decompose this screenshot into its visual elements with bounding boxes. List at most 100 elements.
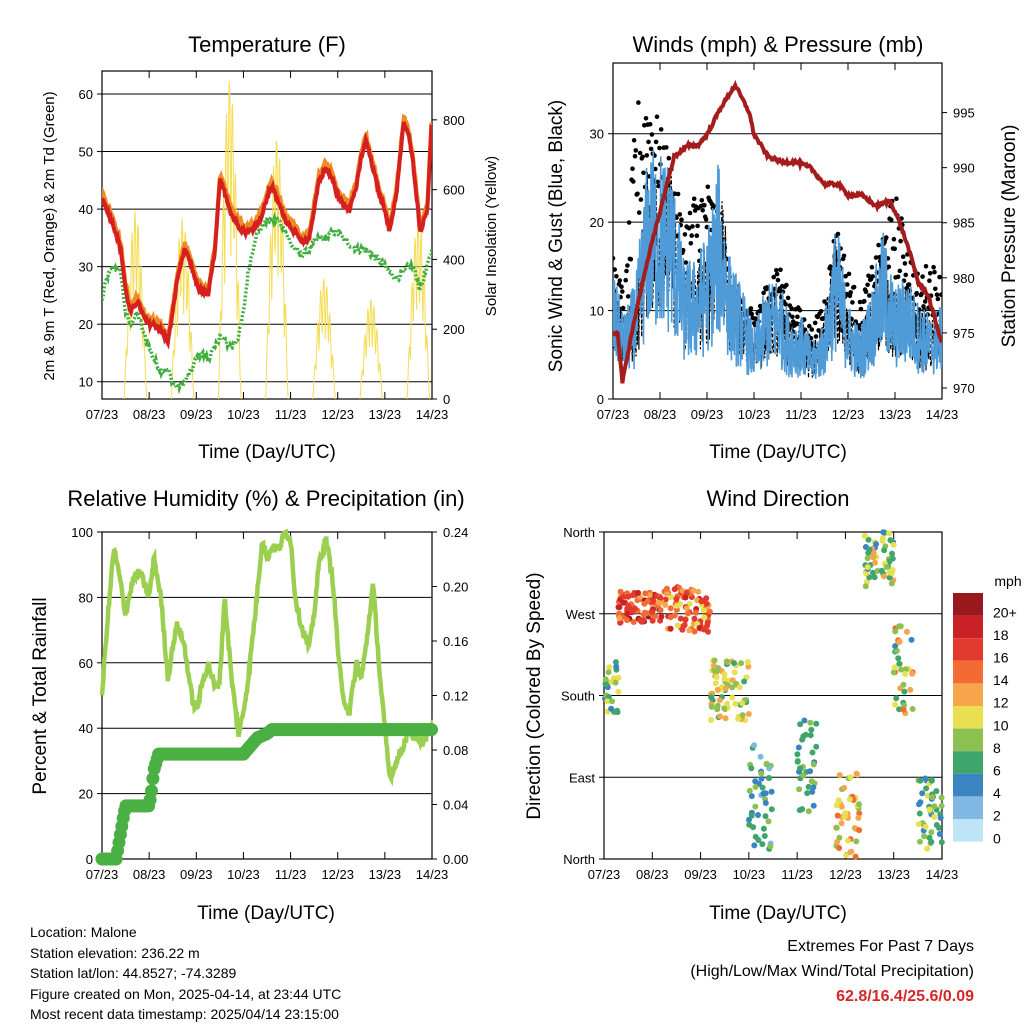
direction-point	[766, 775, 773, 782]
direction-point	[746, 821, 753, 828]
gust-point	[932, 269, 937, 275]
direction-point	[846, 796, 853, 803]
gust-point	[675, 191, 681, 197]
direction-point	[902, 666, 909, 673]
winds-panel: 07/23 08/23 09/23 10/23 11/23 12/23 13/23 14/23…	[590, 62, 975, 422]
direction-point	[936, 831, 943, 837]
direction-point	[723, 658, 730, 665]
gust-point	[631, 138, 637, 143]
direction-point	[765, 818, 772, 825]
x-tick-label: 09/23	[180, 407, 213, 422]
direction-point	[889, 550, 895, 557]
gust-point	[646, 139, 651, 145]
y2-tick-label: 0.04	[443, 798, 468, 813]
direction-point	[929, 794, 936, 801]
direction-point	[938, 802, 945, 809]
direction-point	[644, 598, 651, 605]
gust-point	[630, 166, 635, 171]
direction-point	[612, 659, 619, 666]
direction-point	[800, 772, 807, 779]
direction-point	[701, 626, 707, 633]
direction-point	[853, 838, 860, 845]
gust-point	[903, 272, 908, 278]
y-tick-label: 30	[590, 127, 604, 142]
gust-point	[647, 122, 653, 127]
direction-point	[891, 664, 898, 671]
direction-point	[713, 674, 720, 681]
direction-point	[938, 839, 945, 846]
gust-point	[869, 264, 875, 270]
gust-point	[841, 253, 847, 259]
x-tick-label: 10/23	[227, 867, 260, 882]
x-tick-label: 08/23	[133, 867, 166, 882]
y-tick-label: 60	[79, 87, 93, 102]
legend-swatch	[953, 660, 983, 684]
x-tick-label: 08/23	[133, 407, 166, 422]
direction-plot-area	[602, 529, 945, 860]
direction-point	[845, 837, 851, 844]
direction-point	[703, 600, 710, 607]
gust-point	[935, 296, 941, 302]
direction-point	[620, 593, 626, 600]
direction-point	[864, 555, 871, 562]
gust-point	[927, 278, 932, 284]
gust-point	[870, 274, 875, 279]
direction-point	[741, 678, 748, 685]
gust-point	[619, 284, 624, 290]
direction-point	[892, 628, 899, 635]
direction-point	[916, 810, 923, 817]
direction-point	[833, 802, 840, 809]
direction-point	[612, 679, 619, 686]
direction-point	[895, 655, 902, 662]
direction-point	[691, 615, 698, 622]
gust-point	[906, 282, 912, 287]
direction-point	[836, 772, 843, 779]
direction-point	[706, 608, 713, 615]
direction-point	[721, 675, 728, 682]
gust-point	[666, 155, 672, 161]
precip-point	[145, 784, 158, 798]
gust-point	[795, 314, 800, 320]
gust-point	[623, 277, 628, 283]
gust-point	[898, 238, 903, 244]
direction-point	[838, 803, 845, 810]
direction-point	[841, 784, 848, 791]
direction-point	[805, 783, 812, 790]
direction-point	[893, 695, 900, 702]
x-tick-label: 13/23	[369, 867, 402, 882]
direction-point	[898, 666, 904, 673]
direction-point	[700, 607, 707, 614]
legend-label: 18	[993, 627, 1009, 643]
x-tick-label: 10/23	[227, 407, 260, 422]
direction-point	[936, 824, 942, 831]
direction-point	[744, 659, 751, 665]
gust-point	[643, 116, 649, 121]
y2-tick-label: 985	[953, 216, 975, 231]
gust-point	[808, 336, 814, 341]
direction-point	[794, 751, 801, 758]
direction-point	[615, 604, 622, 611]
direction-point	[662, 602, 669, 608]
direction-point	[855, 814, 862, 821]
direction-point	[625, 593, 632, 600]
direction-point	[813, 743, 820, 750]
direction-point	[919, 790, 926, 797]
gust-point	[813, 334, 819, 339]
direction-point	[671, 586, 678, 593]
direction-point	[931, 803, 938, 810]
gust-point	[914, 290, 919, 296]
direction-point	[650, 597, 657, 604]
x-tick-label: 12/23	[832, 407, 865, 422]
direction-point	[810, 784, 817, 791]
gust-point	[658, 127, 664, 132]
direction-point	[729, 684, 736, 691]
y2-tick-label: 200	[443, 322, 465, 337]
gust-point	[897, 268, 903, 274]
direction-point	[923, 785, 930, 792]
x-tick-label: 09/23	[180, 867, 213, 882]
direction-point	[834, 838, 841, 845]
direction-point	[608, 705, 615, 712]
direction-point	[615, 674, 622, 681]
direction-point	[797, 765, 803, 772]
legend-label: 0	[993, 830, 1001, 846]
